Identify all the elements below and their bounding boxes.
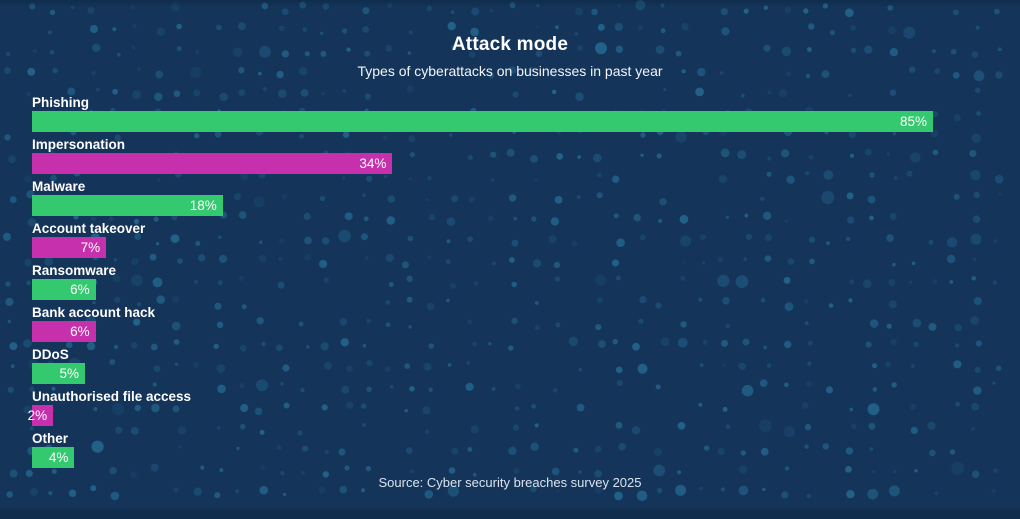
bar: 7% (32, 237, 107, 258)
category-label: Phishing (32, 95, 89, 110)
value-label: 7% (80, 240, 101, 255)
bar: 4% (32, 447, 75, 468)
bar-row: Bank account hack 6% (32, 305, 1020, 342)
category-label: Other (32, 431, 69, 446)
bar-row: Malware 18% (32, 179, 1020, 216)
bar: 6% (32, 279, 96, 300)
value-label: 2% (27, 408, 48, 423)
bar-row: Other 4% (32, 431, 1020, 468)
chart-title: Attack mode (451, 34, 569, 55)
bar: 6% (32, 321, 96, 342)
bar: 34% (32, 153, 393, 174)
chart-subtitle: Types of cyberattacks on businesses in p… (357, 63, 663, 79)
bar-row: DDoS 5% (32, 347, 1020, 384)
category-label: Account takeover (32, 221, 146, 236)
bar: 2% (28, 405, 54, 426)
bar-row: Account takeover 7% (32, 221, 1020, 258)
bar-row: Impersonation 34% (32, 137, 1020, 174)
category-label: Ransomware (32, 263, 117, 278)
bar-row: Phishing 85% (32, 95, 1020, 132)
value-label: 18% (189, 198, 217, 213)
bar-row: Unauthorised file access 2% (28, 389, 1020, 426)
bar: 85% (32, 111, 933, 132)
bar: 18% (32, 195, 223, 216)
value-label: 6% (70, 282, 90, 297)
bar: 5% (32, 363, 85, 384)
category-label: DDoS (32, 347, 69, 362)
value-label: 6% (70, 324, 90, 339)
category-label: Bank account hack (32, 305, 156, 320)
value-label: 85% (899, 114, 927, 129)
bar-chart: Phishing 85% Impersonation 34% Malware 18% Acc… (28, 95, 1020, 468)
source-note: Source: Cyber security breaches survey 2… (378, 475, 642, 490)
value-label: 4% (48, 450, 69, 465)
category-label: Impersonation (32, 137, 126, 152)
value-label: 34% (359, 156, 387, 171)
category-label: Malware (32, 179, 86, 194)
bar-row: Ransomware 6% (32, 263, 1020, 300)
category-label: Unauthorised file access (32, 389, 192, 404)
value-label: 5% (59, 366, 79, 381)
